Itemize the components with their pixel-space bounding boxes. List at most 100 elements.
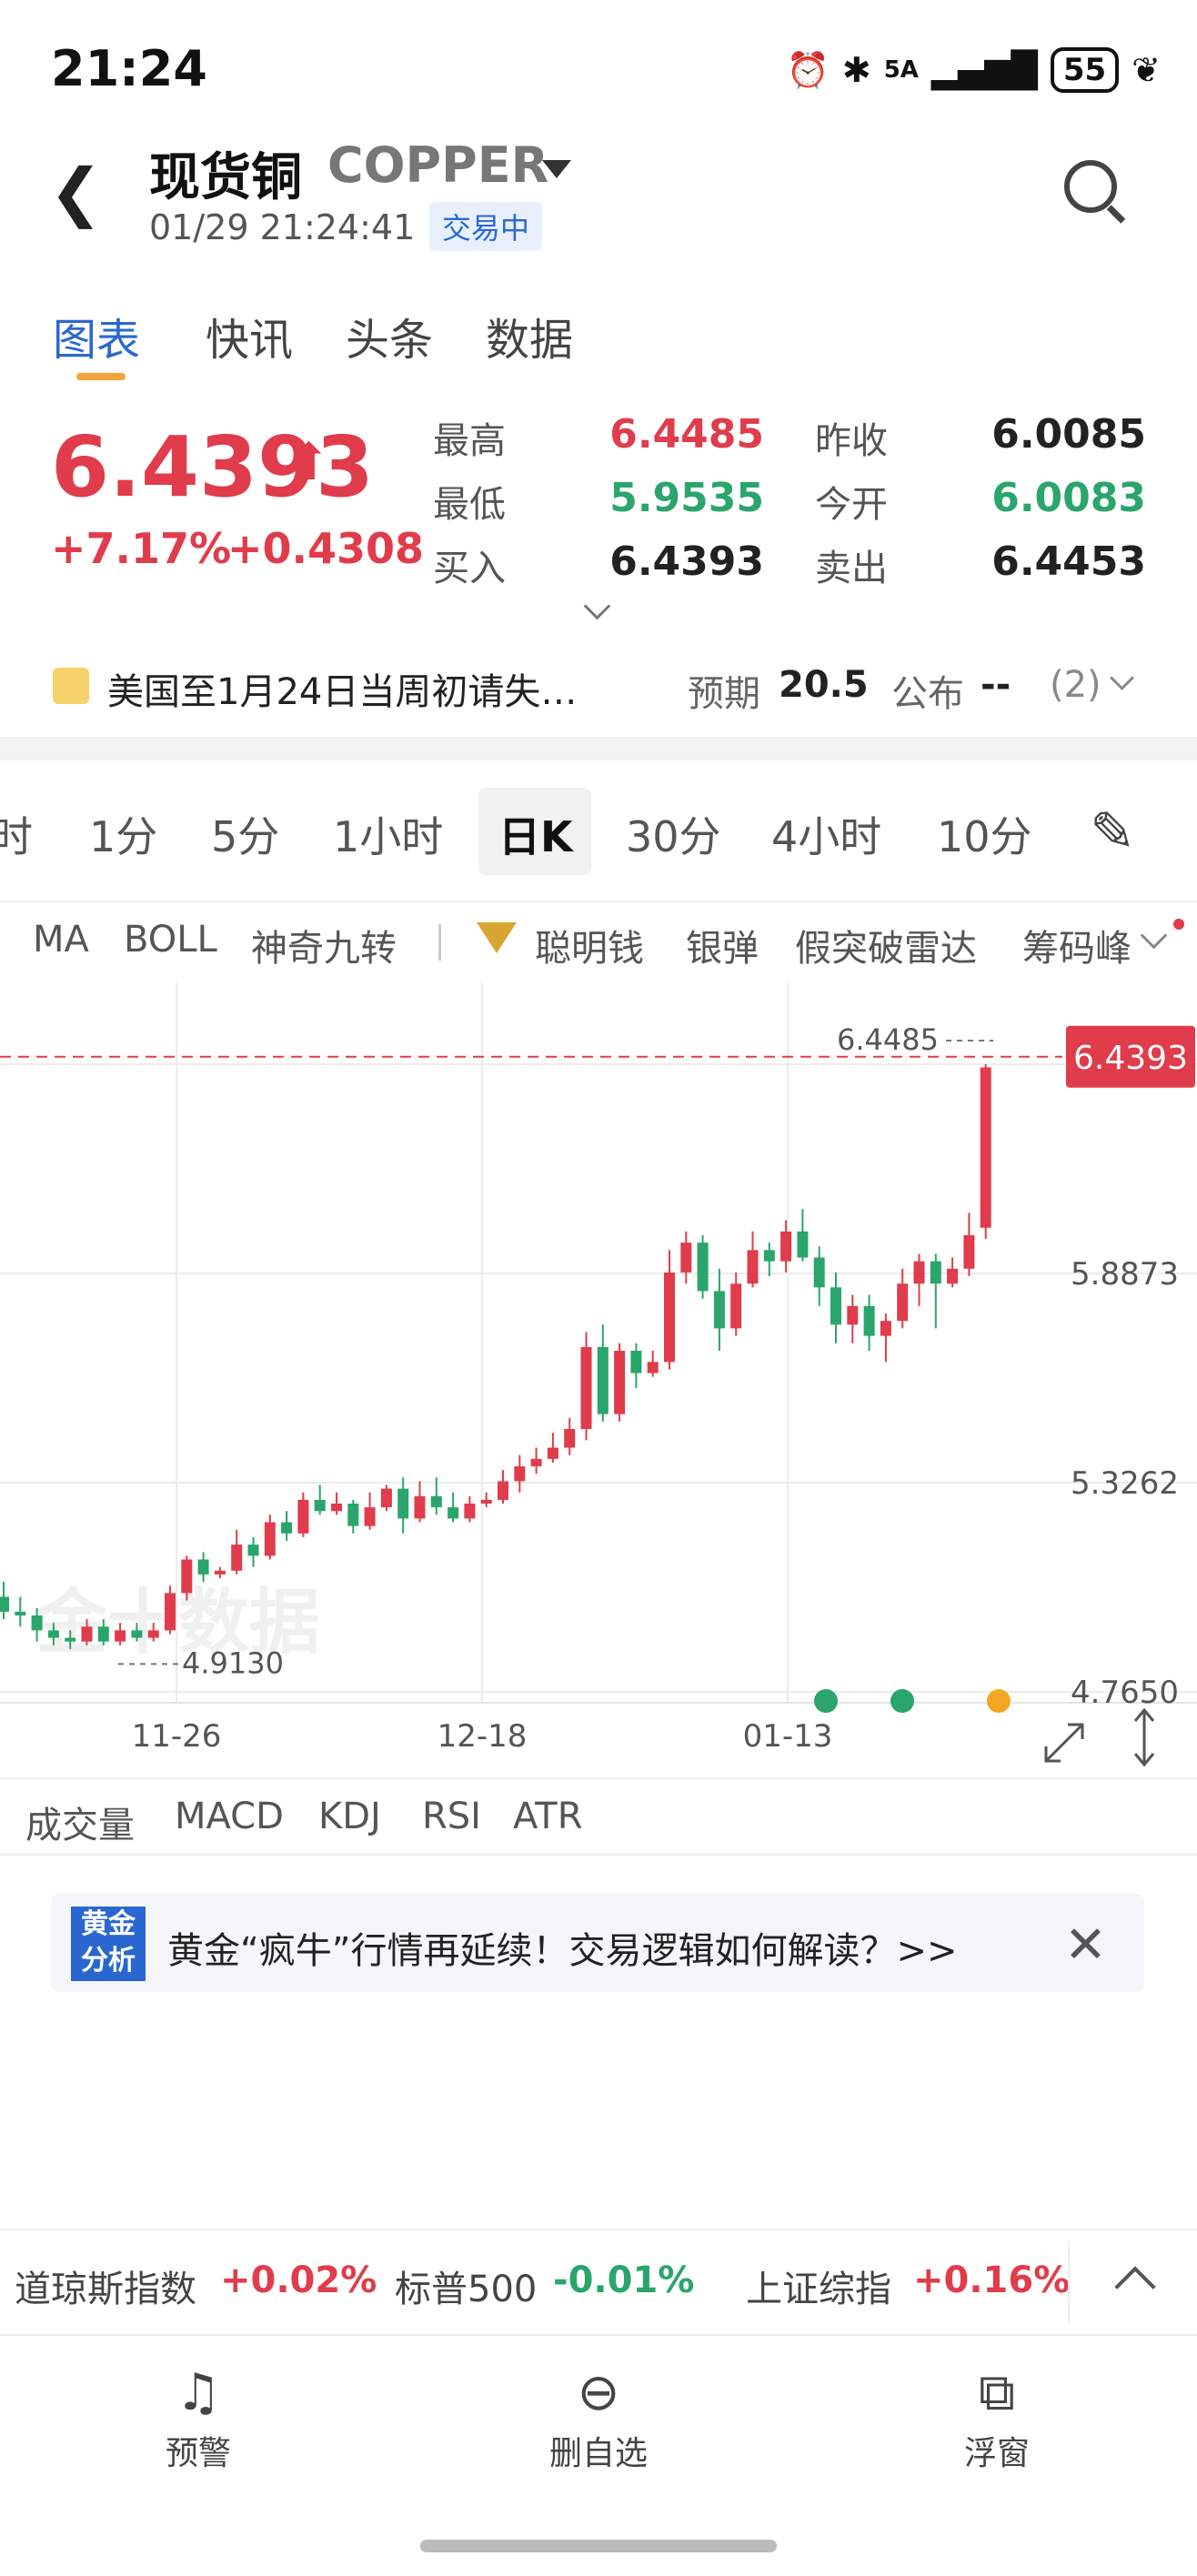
candle bbox=[813, 1246, 825, 1306]
y-tick-label: 5.3262 bbox=[1071, 1465, 1179, 1502]
candle bbox=[181, 1555, 193, 1601]
candle-body bbox=[115, 1630, 126, 1642]
ticker-name[interactable]: 道琼斯指数 bbox=[15, 2269, 196, 2310]
candle bbox=[830, 1272, 841, 1343]
caret-down-icon[interactable] bbox=[542, 160, 571, 178]
symbol-name[interactable]: COPPER bbox=[327, 136, 549, 194]
period-option[interactable]: 30分 bbox=[626, 812, 721, 861]
ticker-name[interactable]: 标普500 bbox=[395, 2269, 538, 2310]
bluetooth-icon: ✱ bbox=[841, 50, 871, 90]
candle bbox=[614, 1343, 626, 1422]
divider bbox=[1068, 2241, 1070, 2323]
candle bbox=[0, 1582, 9, 1620]
period-option[interactable]: 4小时 bbox=[771, 812, 882, 861]
x-tick-label: 01-13 bbox=[743, 1718, 833, 1755]
candle-body bbox=[464, 1504, 476, 1519]
chevron-down-icon[interactable] bbox=[1110, 666, 1134, 690]
divider bbox=[0, 901, 1197, 902]
new-dot-badge bbox=[1173, 919, 1184, 930]
vertical-expand-icon[interactable] bbox=[1133, 1707, 1155, 1767]
tab-chart[interactable]: 图表 bbox=[53, 315, 141, 366]
candle-body bbox=[947, 1268, 959, 1284]
change-percent: +7.17% bbox=[51, 524, 232, 573]
status-time: 21:24 bbox=[51, 40, 207, 97]
period-option[interactable]: 时 bbox=[0, 812, 33, 861]
candle-body bbox=[264, 1522, 276, 1556]
period-option[interactable]: 1小时 bbox=[333, 812, 444, 861]
period-option-active[interactable]: 日K bbox=[498, 812, 573, 861]
candle bbox=[697, 1234, 709, 1299]
candle bbox=[414, 1481, 426, 1523]
published-label: 公布 bbox=[891, 673, 964, 715]
network-label: 5A bbox=[883, 56, 919, 84]
minus-circle-icon[interactable]: ⊖ bbox=[577, 2363, 620, 2422]
nav-remove-watchlist[interactable]: 删自选 bbox=[548, 2435, 648, 2472]
news-headline[interactable]: 美国至1月24日当周初请失… bbox=[107, 671, 578, 713]
y-tick-label: 5.8873 bbox=[1071, 1256, 1179, 1293]
indicator-false-break[interactable]: 假突破雷达 bbox=[795, 928, 977, 970]
divider bbox=[0, 2229, 1197, 2230]
candle-body bbox=[830, 1287, 841, 1325]
indicator-silver-bullet[interactable]: 银弹 bbox=[686, 928, 759, 970]
sub-indicator-kdj[interactable]: KDJ bbox=[318, 1796, 381, 1837]
diamond-icon bbox=[477, 922, 517, 953]
tab-headlines[interactable]: 头条 bbox=[346, 315, 434, 366]
chevron-down-icon[interactable] bbox=[1140, 921, 1168, 950]
candle-body bbox=[380, 1488, 392, 1508]
back-icon[interactable]: ❮ bbox=[49, 155, 103, 229]
draw-tool-icon[interactable]: ✎ bbox=[1090, 800, 1136, 864]
candle-body bbox=[863, 1305, 875, 1336]
sub-indicator-volume[interactable]: 成交量 bbox=[25, 1805, 135, 1846]
float-window-icon[interactable]: ⧉ bbox=[979, 2363, 1015, 2422]
sub-indicator-atr[interactable]: ATR bbox=[513, 1796, 583, 1837]
quote-label: 卖出 bbox=[815, 548, 888, 589]
event-marker bbox=[987, 1689, 1011, 1713]
period-option[interactable]: 10分 bbox=[937, 812, 1032, 861]
indicator-boll[interactable]: BOLL bbox=[124, 919, 217, 961]
candle-body bbox=[414, 1495, 426, 1519]
candle bbox=[397, 1477, 409, 1534]
candlestick-chart[interactable]: 金十数据 6.4485 5.8873 5.3262 4.7650 11-26 12-18… bbox=[0, 982, 1197, 1783]
candle bbox=[380, 1484, 392, 1512]
sub-indicator-macd[interactable]: MACD bbox=[175, 1796, 284, 1837]
candle-body bbox=[797, 1231, 809, 1258]
candle bbox=[880, 1313, 891, 1363]
candle-body bbox=[697, 1243, 709, 1292]
quote-value: 6.0083 bbox=[991, 475, 1146, 521]
close-icon[interactable]: ✕ bbox=[1064, 1916, 1107, 1975]
candle-body bbox=[880, 1321, 891, 1336]
chevron-up-icon[interactable] bbox=[1114, 2266, 1156, 2308]
candle-body bbox=[664, 1272, 675, 1363]
candle-body bbox=[65, 1637, 76, 1642]
news-count[interactable]: (2) bbox=[1050, 664, 1101, 706]
nav-alert[interactable]: 预警 bbox=[165, 2435, 231, 2472]
search-icon[interactable] bbox=[1064, 160, 1117, 213]
indicator-chip[interactable]: 筹码峰 bbox=[1022, 928, 1132, 970]
indicator-ma[interactable]: MA bbox=[33, 919, 89, 961]
candle bbox=[913, 1253, 925, 1306]
sub-indicator-rsi[interactable]: RSI bbox=[422, 1796, 481, 1837]
candle-body bbox=[165, 1593, 176, 1631]
candle bbox=[31, 1607, 43, 1642]
candle-body bbox=[131, 1630, 143, 1638]
banner-text[interactable]: 黄金“疯牛”行情再延续！交易逻辑如何解读？>> bbox=[167, 1930, 958, 1972]
candle-body bbox=[397, 1488, 409, 1519]
candle-body bbox=[980, 1067, 991, 1228]
alarm-bell-icon[interactable]: ♫ bbox=[175, 2363, 222, 2422]
candle-body bbox=[580, 1346, 592, 1430]
tab-flash[interactable]: 快讯 bbox=[206, 315, 294, 366]
candle-body bbox=[498, 1481, 508, 1500]
candle bbox=[47, 1623, 59, 1645]
tab-data[interactable]: 数据 bbox=[486, 315, 574, 366]
expand-chevron-icon[interactable] bbox=[583, 592, 611, 620]
ticker-name[interactable]: 上证综指 bbox=[746, 2269, 891, 2310]
period-option[interactable]: 5分 bbox=[211, 812, 280, 861]
indicator-td9[interactable]: 神奇九转 bbox=[251, 928, 397, 970]
quote-label: 买入 bbox=[433, 548, 506, 589]
nav-float-window[interactable]: 浮窗 bbox=[963, 2435, 1030, 2472]
period-option[interactable]: 1分 bbox=[89, 812, 158, 861]
fullscreen-icon[interactable] bbox=[1044, 1723, 1084, 1763]
promo-banner[interactable] bbox=[51, 1894, 1144, 1992]
indicator-smart-money[interactable]: 聪明钱 bbox=[535, 928, 644, 970]
